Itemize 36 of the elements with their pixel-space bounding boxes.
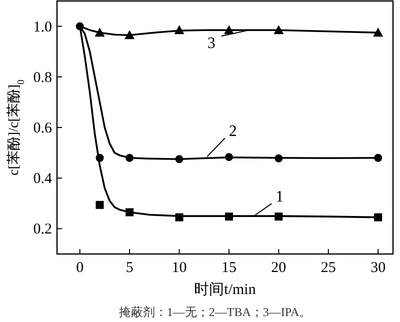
y-tick-label: 1.0	[33, 19, 52, 36]
point	[76, 22, 84, 30]
x-tick-label: 5	[126, 260, 134, 276]
point	[94, 28, 105, 37]
point	[274, 154, 283, 162]
point	[175, 155, 184, 164]
x-tick-label: 20	[271, 260, 286, 276]
point	[174, 25, 184, 34]
point	[373, 28, 384, 37]
point	[126, 154, 134, 162]
point	[175, 213, 184, 222]
point	[126, 208, 134, 216]
x-tick-label: 30	[370, 260, 386, 276]
x-tick-label: 0	[76, 260, 84, 276]
x-axis-title: 时间t/min	[194, 281, 256, 298]
point	[96, 200, 104, 209]
point	[374, 213, 382, 222]
y-tick-label: 0.2	[33, 222, 52, 238]
point	[224, 212, 233, 221]
text: 掩蔽剂：1—无；2—TBA；3—IPA。	[118, 305, 312, 319]
y-tick-label: 0.8	[33, 70, 52, 86]
x-tick-label: 15	[221, 260, 236, 276]
point	[224, 25, 234, 34]
x-tick-label: 25	[320, 260, 336, 276]
point	[374, 154, 382, 162]
point	[96, 154, 104, 162]
y-tick-label: 0.6	[33, 120, 52, 136]
annotation: 1	[276, 188, 284, 206]
point	[124, 30, 135, 40]
point	[274, 25, 284, 34]
annotation: 2	[228, 123, 237, 140]
point	[224, 153, 233, 162]
annotation: 3	[207, 35, 216, 52]
y-tick-label: 0.4	[33, 171, 52, 188]
point	[274, 212, 283, 221]
x-tick-label: 10	[172, 260, 187, 276]
